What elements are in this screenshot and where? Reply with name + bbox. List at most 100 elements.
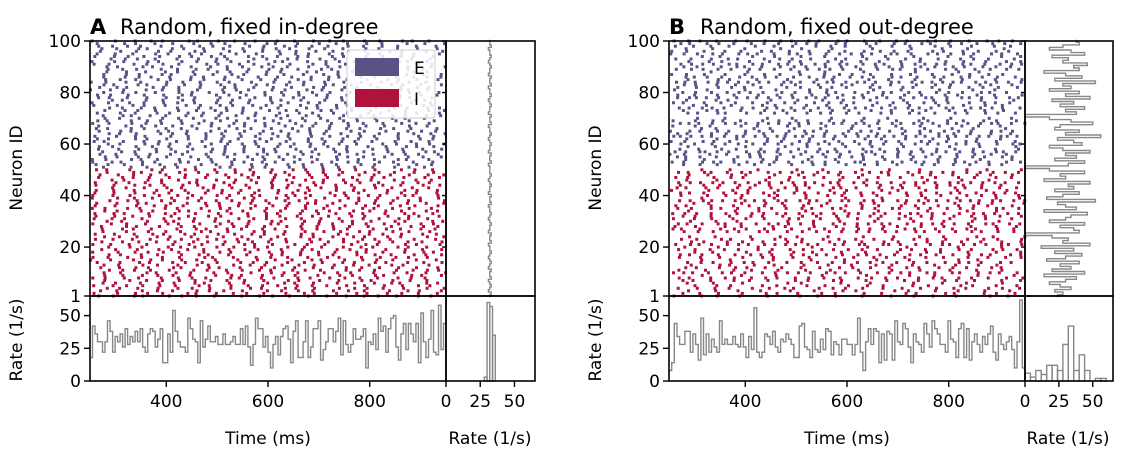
spike-mark <box>319 268 322 272</box>
spike-mark <box>944 150 948 154</box>
spike-mark <box>971 150 975 154</box>
spike-mark <box>959 57 963 61</box>
spike-mark <box>821 152 825 156</box>
spike-mark <box>831 80 835 84</box>
spike-mark <box>210 121 214 125</box>
spike-mark <box>1006 243 1010 246</box>
spike-mark <box>1000 268 1004 272</box>
spike-mark <box>790 142 794 146</box>
spike-mark <box>732 227 736 231</box>
spike-mark <box>275 212 279 216</box>
spike-mark <box>371 152 375 156</box>
spike-mark <box>291 127 294 131</box>
spike-mark <box>116 173 120 177</box>
spike-mark <box>241 65 244 69</box>
spike-mark <box>750 212 754 216</box>
spike-mark <box>435 291 439 295</box>
spike-mark <box>890 111 893 115</box>
spike-mark <box>811 134 815 138</box>
spike-mark <box>888 222 892 226</box>
spike-mark <box>380 42 384 46</box>
spike-mark <box>193 279 197 282</box>
spike-mark <box>990 106 994 110</box>
spike-mark <box>994 96 998 100</box>
spike-mark <box>951 80 955 84</box>
spike-mark <box>803 129 807 133</box>
spike-mark <box>127 181 131 185</box>
spike-mark <box>727 129 731 133</box>
spike-mark <box>357 173 361 177</box>
rate-hist-bar <box>1083 369 1091 382</box>
spike-mark <box>132 188 136 192</box>
spike-mark <box>974 80 978 84</box>
spike-mark <box>689 263 693 267</box>
spike-mark <box>740 194 744 197</box>
spike-mark <box>702 101 706 105</box>
spike-mark <box>865 183 869 187</box>
spike-mark <box>432 150 436 154</box>
spike-mark <box>1001 206 1005 210</box>
spike-mark <box>945 140 949 143</box>
spike-mark <box>314 49 318 53</box>
spike-mark <box>774 88 778 92</box>
spike-mark <box>353 281 357 285</box>
spike-mark <box>735 65 739 69</box>
spike-mark <box>930 212 934 216</box>
spike-mark <box>157 140 161 143</box>
spike-mark <box>286 255 290 259</box>
spike-mark <box>319 116 323 120</box>
spike-mark <box>415 145 419 149</box>
spike-mark <box>280 289 284 293</box>
spike-mark <box>905 101 909 105</box>
spike-mark <box>861 173 864 177</box>
spike-mark <box>197 121 201 125</box>
panel-a-time-rate <box>90 301 497 382</box>
spike-mark <box>880 222 884 226</box>
spike-mark <box>741 240 744 244</box>
spike-mark <box>214 60 218 64</box>
spike-mark <box>183 176 187 179</box>
spike-mark <box>106 163 110 167</box>
spike-mark <box>196 237 200 241</box>
spike-mark <box>246 116 250 120</box>
spike-mark <box>140 289 144 293</box>
rate-hist-frame <box>445 295 536 382</box>
spike-mark <box>814 96 818 100</box>
spike-mark <box>800 47 804 51</box>
spike-mark <box>754 222 758 226</box>
spike-mark <box>855 225 859 228</box>
spike-mark <box>865 178 869 182</box>
spike-mark <box>922 101 926 105</box>
spike-mark <box>302 291 306 295</box>
spike-mark <box>161 291 165 295</box>
spike-mark <box>840 279 843 282</box>
spike-mark <box>276 106 280 110</box>
spike-mark <box>677 106 681 110</box>
spike-mark <box>836 181 840 185</box>
spike-mark <box>806 119 810 123</box>
spike-mark <box>695 65 699 69</box>
spike-mark <box>953 147 957 151</box>
spike-mark <box>912 281 916 285</box>
spike-mark <box>790 170 794 174</box>
spike-mark <box>983 103 987 107</box>
spike-mark <box>299 150 303 154</box>
spike-mark <box>325 176 329 179</box>
spike-mark <box>306 255 310 259</box>
spike-mark <box>960 42 964 46</box>
spike-mark <box>393 219 397 223</box>
spike-mark <box>277 188 281 192</box>
spike-mark <box>784 206 788 210</box>
spike-mark <box>276 75 279 79</box>
spike-mark <box>961 62 965 66</box>
spike-mark <box>253 119 257 123</box>
spike-mark <box>954 134 958 138</box>
spike-mark <box>861 235 865 239</box>
spike-mark <box>256 248 260 252</box>
spike-mark <box>991 248 995 252</box>
spike-mark <box>738 75 742 79</box>
spike-mark <box>372 206 376 210</box>
spike-mark <box>913 227 917 231</box>
spike-mark <box>158 170 162 174</box>
spike-mark <box>972 204 976 208</box>
